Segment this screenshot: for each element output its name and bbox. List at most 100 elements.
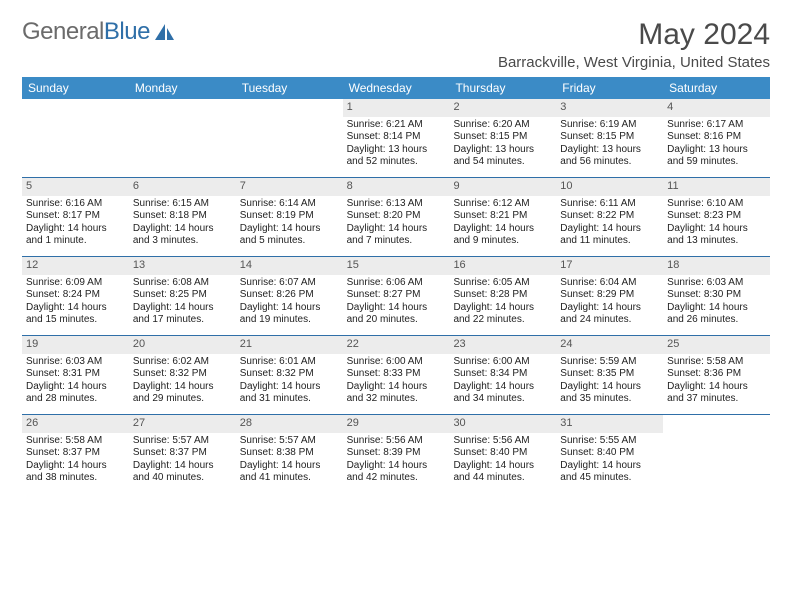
sunset-text: Sunset: 8:28 PM: [453, 289, 552, 302]
sunrise-text: Sunrise: 5:56 AM: [453, 435, 552, 448]
sunset-text: Sunset: 8:20 PM: [347, 210, 446, 223]
sunset-text: Sunset: 8:29 PM: [560, 289, 659, 302]
sunset-text: Sunset: 8:40 PM: [560, 447, 659, 460]
sunrise-text: Sunrise: 5:57 AM: [240, 435, 339, 448]
weekday-label: Sunday: [22, 77, 129, 99]
day-info: Sunrise: 6:21 AMSunset: 8:14 PMDaylight:…: [345, 119, 448, 169]
sunset-text: Sunset: 8:36 PM: [667, 368, 766, 381]
calendar-week: 26Sunrise: 5:58 AMSunset: 8:37 PMDayligh…: [22, 414, 770, 493]
sunset-text: Sunset: 8:15 PM: [453, 131, 552, 144]
calendar-day: 23Sunrise: 6:00 AMSunset: 8:34 PMDayligh…: [449, 336, 556, 414]
day-number: 16: [449, 257, 556, 275]
calendar-day: 6Sunrise: 6:15 AMSunset: 8:18 PMDaylight…: [129, 178, 236, 256]
day-number: 11: [663, 178, 770, 196]
calendar-day: 8Sunrise: 6:13 AMSunset: 8:20 PMDaylight…: [343, 178, 450, 256]
day-info: Sunrise: 5:57 AMSunset: 8:38 PMDaylight:…: [238, 435, 341, 485]
weeks-container: 1 Sunrise: 6:21 AMSunset: 8:14 PMDaylight…: [22, 99, 770, 493]
calendar-day: 15Sunrise: 6:06 AMSunset: 8:27 PMDayligh…: [343, 257, 450, 335]
day-info: Sunrise: 6:17 AMSunset: 8:16 PMDaylight:…: [665, 119, 768, 169]
daylight-text: Daylight: 14 hours and 28 minutes.: [26, 381, 125, 406]
location-text: Barrackville, West Virginia, United Stat…: [22, 54, 770, 71]
day-number: 20: [129, 336, 236, 354]
daylight-text: Daylight: 14 hours and 41 minutes.: [240, 460, 339, 485]
day-number: 2: [449, 99, 556, 117]
daylight-text: Daylight: 14 hours and 37 minutes.: [667, 381, 766, 406]
day-info: Sunrise: 6:00 AMSunset: 8:34 PMDaylight:…: [451, 356, 554, 406]
brand-part1: General: [22, 18, 104, 46]
daylight-text: Daylight: 14 hours and 29 minutes.: [133, 381, 232, 406]
calendar-day: 14Sunrise: 6:07 AMSunset: 8:26 PMDayligh…: [236, 257, 343, 335]
day-info: Sunrise: 6:20 AMSunset: 8:15 PMDaylight:…: [451, 119, 554, 169]
day-number: 10: [556, 178, 663, 196]
sunrise-text: Sunrise: 6:01 AM: [240, 356, 339, 369]
sunset-text: Sunset: 8:33 PM: [347, 368, 446, 381]
sunset-text: Sunset: 8:38 PM: [240, 447, 339, 460]
sunrise-text: Sunrise: 6:16 AM: [26, 198, 125, 211]
calendar-week: 19Sunrise: 6:03 AMSunset: 8:31 PMDayligh…: [22, 335, 770, 414]
sunrise-text: Sunrise: 6:20 AM: [453, 119, 552, 132]
daylight-text: Daylight: 14 hours and 15 minutes.: [26, 302, 125, 327]
daylight-text: Daylight: 14 hours and 32 minutes.: [347, 381, 446, 406]
weekday-label: Saturday: [663, 77, 770, 99]
calendar-day: 2 Sunrise: 6:20 AMSunset: 8:15 PMDaylight…: [449, 99, 556, 177]
day-number: 25: [663, 336, 770, 354]
calendar-day: 28Sunrise: 5:57 AMSunset: 8:38 PMDayligh…: [236, 415, 343, 493]
day-number: 13: [129, 257, 236, 275]
sunrise-text: Sunrise: 6:14 AM: [240, 198, 339, 211]
calendar-day: 17Sunrise: 6:04 AMSunset: 8:29 PMDayligh…: [556, 257, 663, 335]
daylight-text: Daylight: 14 hours and 5 minutes.: [240, 223, 339, 248]
sunrise-text: Sunrise: 6:02 AM: [133, 356, 232, 369]
daylight-text: Daylight: 14 hours and 7 minutes.: [347, 223, 446, 248]
calendar-day: 30Sunrise: 5:56 AMSunset: 8:40 PMDayligh…: [449, 415, 556, 493]
calendar-day: 3Sunrise: 6:19 AMSunset: 8:15 PMDaylight…: [556, 99, 663, 177]
day-info: Sunrise: 6:13 AMSunset: 8:20 PMDaylight:…: [345, 198, 448, 248]
sunset-text: Sunset: 8:32 PM: [240, 368, 339, 381]
day-info: Sunrise: 6:07 AMSunset: 8:26 PMDaylight:…: [238, 277, 341, 327]
day-number: 12: [22, 257, 129, 275]
weekday-label: Thursday: [449, 77, 556, 99]
day-number: 9: [449, 178, 556, 196]
day-info: Sunrise: 5:55 AMSunset: 8:40 PMDaylight:…: [558, 435, 661, 485]
sunrise-text: Sunrise: 5:55 AM: [560, 435, 659, 448]
calendar-day: 1 Sunrise: 6:21 AMSunset: 8:14 PMDaylight…: [343, 99, 450, 177]
sunrise-text: Sunrise: 5:56 AM: [347, 435, 446, 448]
daylight-text: Daylight: 14 hours and 3 minutes.: [133, 223, 232, 248]
day-number: 22: [343, 336, 450, 354]
day-info: Sunrise: 6:05 AMSunset: 8:28 PMDaylight:…: [451, 277, 554, 327]
day-info: Sunrise: 6:02 AMSunset: 8:32 PMDaylight:…: [131, 356, 234, 406]
calendar-day: [22, 99, 129, 177]
daylight-text: Daylight: 14 hours and 13 minutes.: [667, 223, 766, 248]
day-info: Sunrise: 6:01 AMSunset: 8:32 PMDaylight:…: [238, 356, 341, 406]
day-info: Sunrise: 6:00 AMSunset: 8:33 PMDaylight:…: [345, 356, 448, 406]
calendar-week: 1 Sunrise: 6:21 AMSunset: 8:14 PMDaylight…: [22, 99, 770, 177]
sunrise-text: Sunrise: 6:19 AM: [560, 119, 659, 132]
day-info: Sunrise: 6:08 AMSunset: 8:25 PMDaylight:…: [131, 277, 234, 327]
calendar-day: 18Sunrise: 6:03 AMSunset: 8:30 PMDayligh…: [663, 257, 770, 335]
sunrise-text: Sunrise: 6:08 AM: [133, 277, 232, 290]
day-number: 19: [22, 336, 129, 354]
sunrise-text: Sunrise: 5:58 AM: [667, 356, 766, 369]
calendar-day: 25 Sunrise: 5:58 AMSunset: 8:36 PMDayligh…: [663, 336, 770, 414]
daylight-text: Daylight: 14 hours and 24 minutes.: [560, 302, 659, 327]
calendar-day: [129, 99, 236, 177]
calendar-day: 19 Sunrise: 6:03 AMSunset: 8:31 PMDayligh…: [22, 336, 129, 414]
sunset-text: Sunset: 8:31 PM: [26, 368, 125, 381]
sunrise-text: Sunrise: 6:06 AM: [347, 277, 446, 290]
daylight-text: Daylight: 14 hours and 45 minutes.: [560, 460, 659, 485]
calendar-day: 21Sunrise: 6:01 AMSunset: 8:32 PMDayligh…: [236, 336, 343, 414]
sunrise-text: Sunrise: 6:17 AM: [667, 119, 766, 132]
calendar-day: 5Sunrise: 6:16 AMSunset: 8:17 PMDaylight…: [22, 178, 129, 256]
calendar-day: 12Sunrise: 6:09 AMSunset: 8:24 PMDayligh…: [22, 257, 129, 335]
sunrise-text: Sunrise: 6:21 AM: [347, 119, 446, 132]
day-info: Sunrise: 5:57 AMSunset: 8:37 PMDaylight:…: [131, 435, 234, 485]
sunset-text: Sunset: 8:37 PM: [26, 447, 125, 460]
day-info: Sunrise: 6:15 AMSunset: 8:18 PMDaylight:…: [131, 198, 234, 248]
calendar-day: 13 Sunrise: 6:08 AMSunset: 8:25 PMDayligh…: [129, 257, 236, 335]
day-number: 18: [663, 257, 770, 275]
day-number: 1: [343, 99, 450, 117]
day-info: Sunrise: 5:59 AMSunset: 8:35 PMDaylight:…: [558, 356, 661, 406]
daylight-text: Daylight: 14 hours and 11 minutes.: [560, 223, 659, 248]
daylight-text: Daylight: 13 hours and 52 minutes.: [347, 144, 446, 169]
sunrise-text: Sunrise: 6:03 AM: [26, 356, 125, 369]
sunset-text: Sunset: 8:37 PM: [133, 447, 232, 460]
